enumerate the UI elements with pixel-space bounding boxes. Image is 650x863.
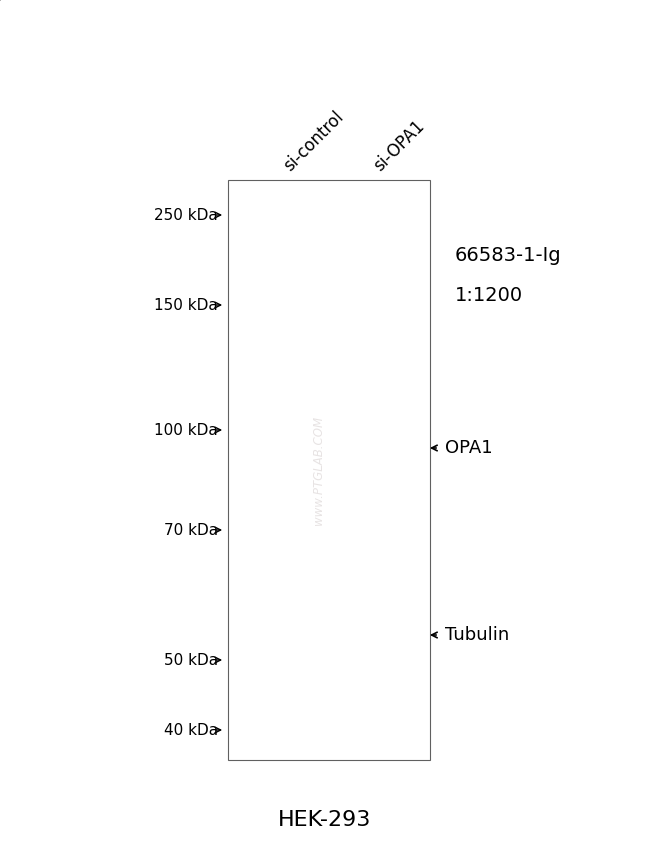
Text: 250 kDa: 250 kDa xyxy=(154,207,218,223)
Text: 50 kDa: 50 kDa xyxy=(164,652,218,667)
Text: 100 kDa: 100 kDa xyxy=(154,423,218,438)
Text: www.PTGLAB.COM: www.PTGLAB.COM xyxy=(313,415,326,525)
Text: 40 kDa: 40 kDa xyxy=(164,722,218,738)
Bar xyxy=(228,180,430,760)
Text: 70 kDa: 70 kDa xyxy=(164,522,218,538)
Text: 66583-1-Ig: 66583-1-Ig xyxy=(455,245,562,264)
Text: si-control: si-control xyxy=(280,108,347,175)
Text: 1:1200: 1:1200 xyxy=(455,286,523,305)
Text: HEK-293: HEK-293 xyxy=(278,810,372,830)
Text: Tubulin: Tubulin xyxy=(445,626,509,644)
Text: si-OPA1: si-OPA1 xyxy=(370,117,428,175)
Text: 150 kDa: 150 kDa xyxy=(154,298,218,312)
Text: OPA1: OPA1 xyxy=(445,439,493,457)
